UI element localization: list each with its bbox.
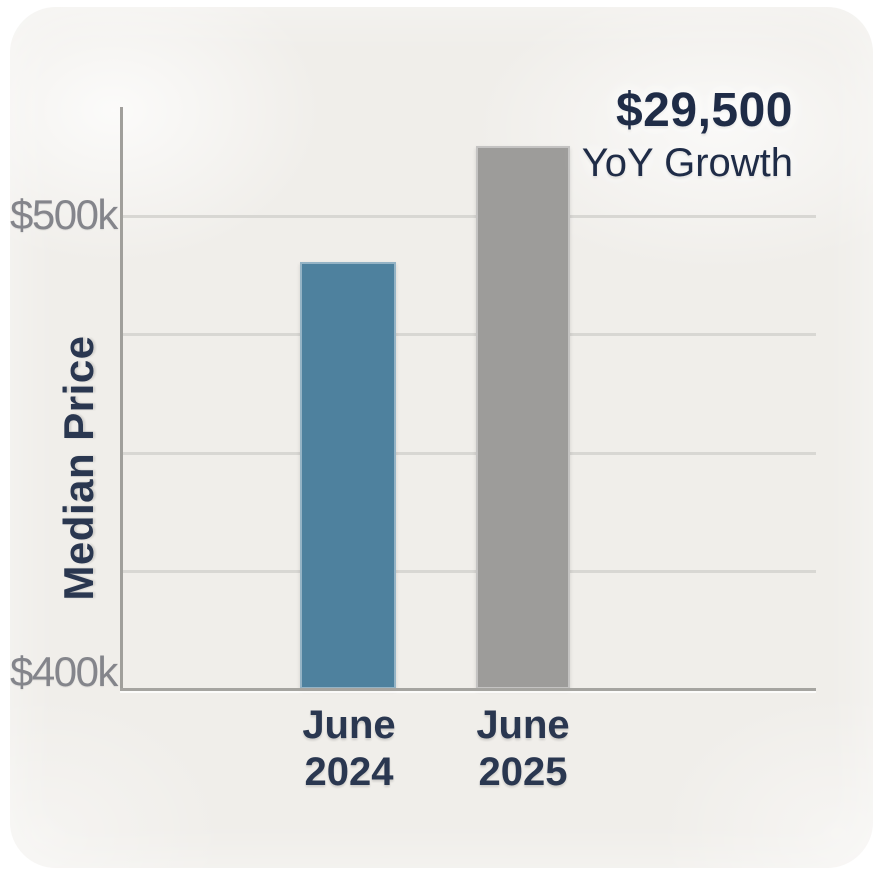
bar-june-2024 [300, 262, 396, 689]
y-axis-line [120, 107, 123, 691]
chart-card-background [10, 7, 873, 868]
x-axis-line [120, 688, 816, 691]
gridline-475000 [122, 333, 816, 337]
yoy-growth-annotation: $29,500 YoY Growth [582, 84, 793, 186]
x-label-june-2025: June 2025 [476, 703, 570, 794]
yoy-growth-label: YoY Growth [581, 141, 793, 185]
gridline-500000 [122, 214, 816, 218]
bar-june-2025 [476, 145, 570, 689]
y-tick-500k: $500k [10, 190, 118, 238]
yoy-growth-value: $29,500 [615, 84, 793, 137]
gridline-450000 [122, 451, 816, 455]
gridline-425000 [122, 570, 816, 574]
y-axis-title: Median Price [55, 335, 102, 601]
x-label-june-2024: June 2024 [302, 703, 396, 794]
y-tick-400k: $400k [10, 648, 118, 695]
